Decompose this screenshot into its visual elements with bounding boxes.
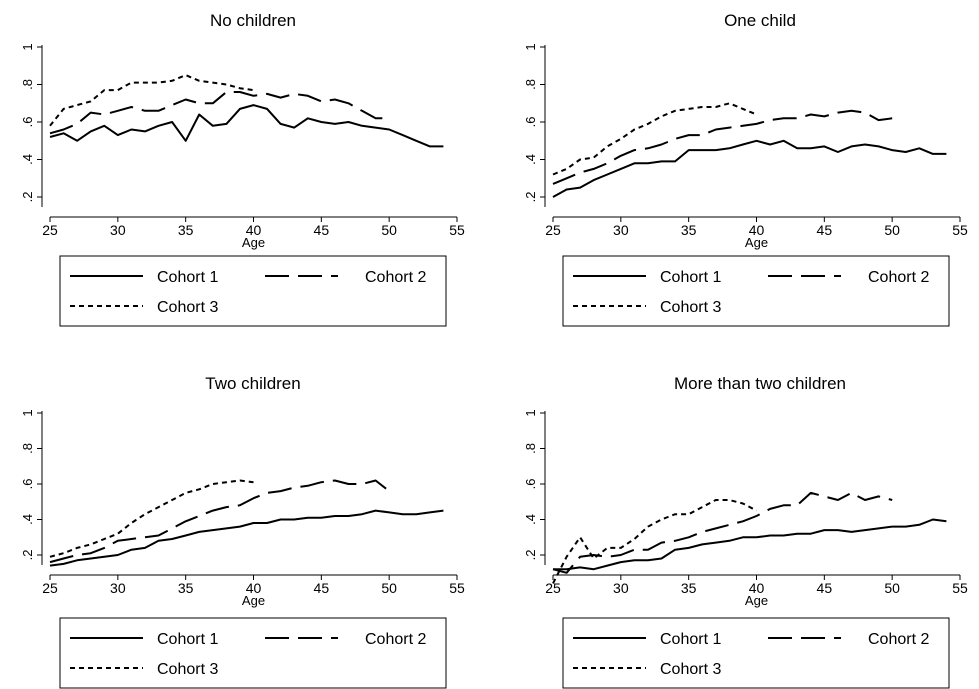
y-tick-label: .4 bbox=[523, 514, 538, 525]
x-tick-label: 25 bbox=[545, 222, 561, 238]
legend-label: Cohort 1 bbox=[157, 631, 218, 648]
x-tick-label: 55 bbox=[449, 580, 465, 596]
series-line-cohort-3 bbox=[552, 102, 757, 176]
legend-label: Cohort 2 bbox=[868, 631, 929, 648]
x-tick-label: 25 bbox=[545, 580, 561, 596]
y-tick-label: .8 bbox=[523, 443, 538, 454]
x-axis-label: Age bbox=[745, 235, 768, 250]
x-tick-label: 35 bbox=[178, 580, 194, 596]
chart-panel: Two children .2 .4 .6 .8 1 25 30 35 40 45 50 55 Age Co… bbox=[20, 374, 465, 689]
series-line-cohort-2 bbox=[552, 109, 893, 185]
series-line-cohort-2 bbox=[552, 491, 893, 574]
legend-label: Cohort 3 bbox=[660, 299, 721, 316]
chart-title: Two children bbox=[205, 374, 300, 393]
series-line-cohort-2 bbox=[49, 91, 390, 135]
legend-box bbox=[59, 617, 447, 689]
y-tick-label: 1 bbox=[523, 409, 538, 416]
y-tick-label: .4 bbox=[20, 514, 35, 525]
y-tick-label: .8 bbox=[20, 443, 35, 454]
x-axis-label: Age bbox=[242, 593, 265, 608]
chart-title: No children bbox=[210, 11, 296, 30]
x-tick-label: 45 bbox=[817, 222, 833, 238]
y-tick-label: 1 bbox=[20, 409, 35, 416]
chart-panel: One child .2 .4 .6 .8 1 25 30 35 40 45 50 55 Age Cohor… bbox=[523, 11, 968, 327]
legend-label: Cohort 3 bbox=[157, 661, 218, 678]
x-tick-label: 50 bbox=[381, 222, 397, 238]
x-tick-label: 50 bbox=[884, 580, 900, 596]
y-tick-label: .4 bbox=[20, 154, 35, 165]
x-tick-label: 45 bbox=[817, 580, 833, 596]
x-tick-label: 55 bbox=[449, 222, 465, 238]
series-line-cohort-1 bbox=[49, 509, 444, 567]
chart-title: One child bbox=[724, 11, 796, 30]
x-tick-label: 30 bbox=[613, 222, 629, 238]
x-tick-label: 30 bbox=[110, 580, 126, 596]
x-tick-label: 50 bbox=[884, 222, 900, 238]
x-tick-label: 55 bbox=[952, 580, 968, 596]
y-tick-label: .6 bbox=[20, 479, 35, 490]
x-tick-label: 45 bbox=[314, 580, 330, 596]
chart-title: More than two children bbox=[674, 374, 846, 393]
x-tick-label: 30 bbox=[613, 580, 629, 596]
legend-label: Cohort 1 bbox=[660, 631, 721, 648]
series-line-cohort-1 bbox=[553, 518, 947, 571]
x-tick-label: 55 bbox=[952, 222, 968, 238]
legend-box bbox=[562, 617, 950, 689]
series-line-cohort-3 bbox=[49, 479, 254, 558]
y-tick-label: .4 bbox=[523, 154, 538, 165]
y-tick-label: .6 bbox=[20, 117, 35, 128]
series-line-cohort-3 bbox=[552, 499, 757, 584]
y-tick-label: .2 bbox=[20, 550, 35, 561]
y-tick-label: .2 bbox=[20, 192, 35, 203]
x-tick-label: 40 bbox=[749, 580, 765, 596]
legend: Cohort 1 Cohort 2 Cohort 3 bbox=[59, 617, 447, 689]
legend-label: Cohort 3 bbox=[660, 661, 721, 678]
x-tick-label: 40 bbox=[749, 222, 765, 238]
legend-label: Cohort 2 bbox=[868, 269, 929, 286]
chart-panel: More than two children .2 .4 .6 .8 1 25 30 35 40 4… bbox=[523, 374, 968, 689]
x-tick-label: 35 bbox=[681, 222, 697, 238]
legend-label: Cohort 1 bbox=[660, 269, 721, 286]
series-line-cohort-2 bbox=[49, 479, 390, 564]
y-tick-label: .2 bbox=[523, 550, 538, 561]
legend-label: Cohort 2 bbox=[365, 631, 426, 648]
series-line-cohort-1 bbox=[552, 139, 947, 198]
y-tick-label: 1 bbox=[523, 43, 538, 50]
legend-label: Cohort 2 bbox=[365, 269, 426, 286]
y-tick-label: 1 bbox=[20, 43, 35, 50]
x-axis-label: Age bbox=[745, 593, 768, 608]
chart-panel: No children .2 .4 .6 .8 1 25 30 35 40 45 50 55 Age Coh… bbox=[20, 11, 465, 327]
legend-label: Cohort 1 bbox=[157, 269, 218, 286]
x-tick-label: 30 bbox=[110, 222, 126, 238]
y-tick-label: .8 bbox=[523, 79, 538, 90]
y-tick-label: .2 bbox=[523, 192, 538, 203]
x-tick-label: 45 bbox=[314, 222, 330, 238]
x-tick-label: 50 bbox=[381, 580, 397, 596]
x-axis-label: Age bbox=[242, 235, 265, 250]
x-tick-label: 35 bbox=[681, 580, 697, 596]
x-tick-label: 25 bbox=[42, 580, 58, 596]
legend-box bbox=[59, 255, 447, 327]
legend: Cohort 1 Cohort 2 Cohort 3 bbox=[562, 255, 950, 327]
legend: Cohort 1 Cohort 2 Cohort 3 bbox=[562, 617, 950, 689]
x-tick-label: 35 bbox=[178, 222, 194, 238]
y-tick-label: .6 bbox=[523, 117, 538, 128]
x-tick-label: 40 bbox=[246, 222, 262, 238]
legend: Cohort 1 Cohort 2 Cohort 3 bbox=[59, 255, 447, 327]
legend-label: Cohort 3 bbox=[157, 299, 218, 316]
legend-box bbox=[562, 255, 950, 327]
y-tick-label: .6 bbox=[523, 479, 538, 490]
series-line-cohort-1 bbox=[49, 104, 444, 148]
x-tick-label: 25 bbox=[42, 222, 58, 238]
series-line-cohort-3 bbox=[49, 74, 254, 127]
x-tick-label: 40 bbox=[246, 580, 262, 596]
y-tick-label: .8 bbox=[20, 79, 35, 90]
